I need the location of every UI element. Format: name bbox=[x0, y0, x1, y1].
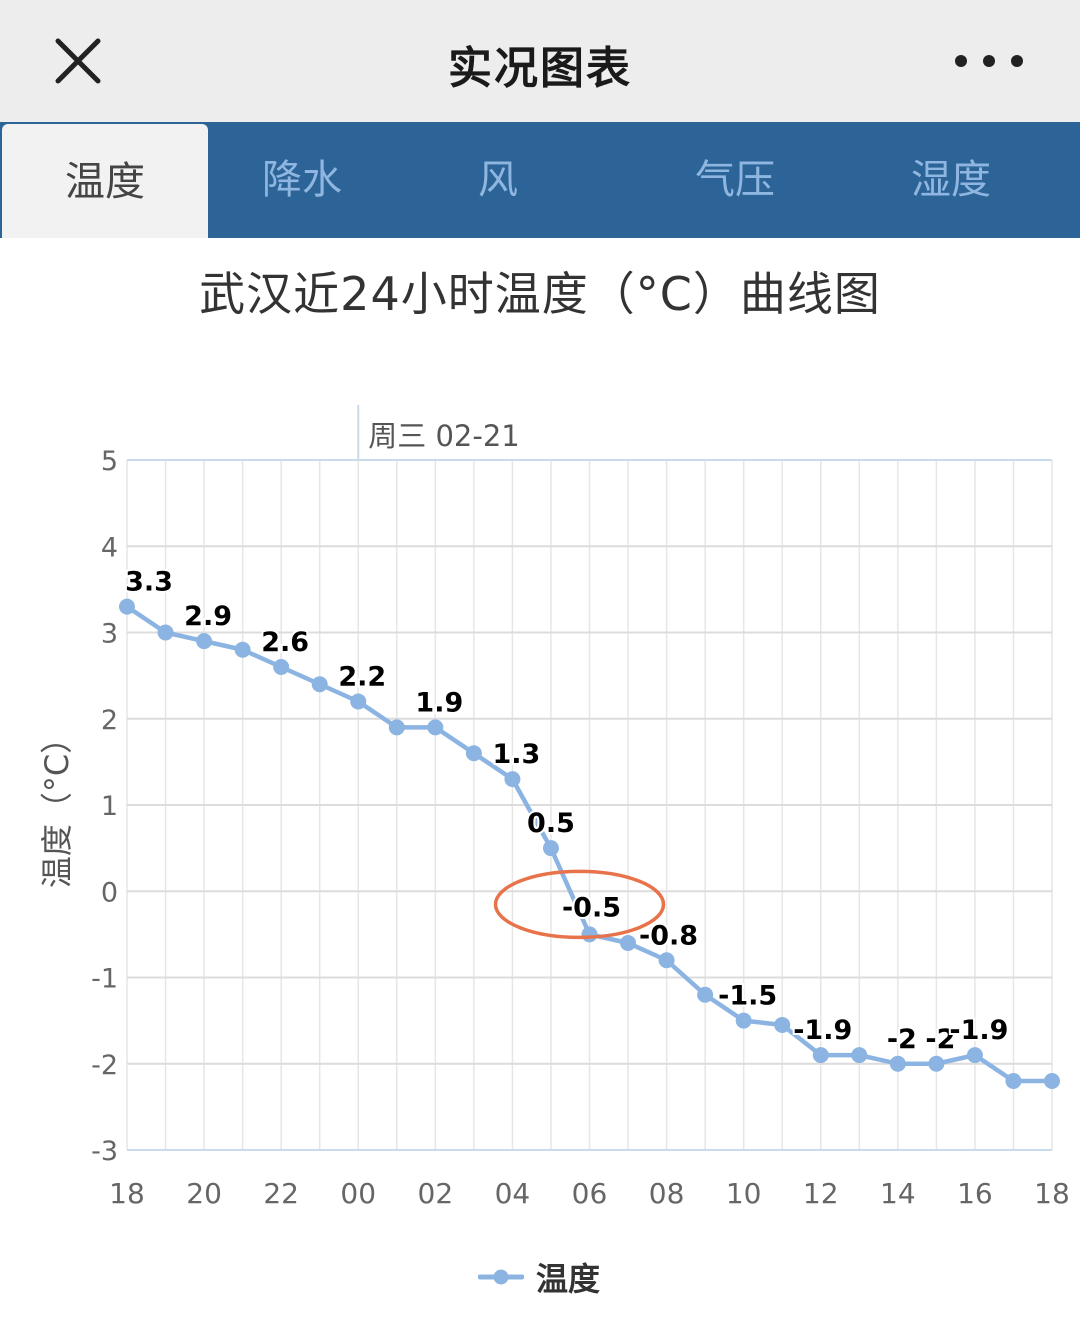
tab-temperature[interactable]: 温度 bbox=[2, 124, 208, 238]
legend-item-temperature[interactable]: 温度 bbox=[478, 1255, 600, 1299]
data-point bbox=[697, 986, 714, 1003]
x-tick-label: 18 bbox=[1034, 1177, 1070, 1210]
legend-line-marker bbox=[478, 1269, 524, 1285]
data-point bbox=[542, 840, 559, 857]
data-point bbox=[735, 1012, 752, 1029]
data-point bbox=[273, 659, 290, 675]
data-label: 3.3 bbox=[125, 567, 173, 598]
x-tick-label: 00 bbox=[340, 1177, 376, 1210]
data-label: 1.3 bbox=[492, 739, 540, 770]
chart-title: 武汉近24小时温度（°C）曲线图 bbox=[199, 267, 881, 321]
data-label: 2.9 bbox=[184, 601, 232, 632]
data-label: 2.6 bbox=[261, 627, 309, 658]
data-label: 0.5 bbox=[527, 808, 575, 839]
tab-bar: 温度 降水 风 气压 湿度 bbox=[0, 122, 1080, 238]
data-label: -1.5 bbox=[718, 981, 777, 1012]
y-tick-label: -2 bbox=[91, 1050, 118, 1081]
data-point bbox=[388, 719, 405, 736]
x-tick-label: 18 bbox=[109, 1177, 145, 1210]
data-label: 1.9 bbox=[415, 687, 463, 718]
x-tick-label: 06 bbox=[572, 1177, 608, 1210]
top-bar: 实况图表 bbox=[0, 0, 1080, 122]
data-point bbox=[851, 1047, 868, 1064]
data-label: -1.9 bbox=[949, 1015, 1008, 1046]
data-point bbox=[1005, 1073, 1022, 1089]
x-tick-label: 04 bbox=[495, 1177, 531, 1210]
data-point bbox=[889, 1055, 906, 1072]
page-title: 实况图表 bbox=[448, 43, 632, 94]
data-point bbox=[504, 771, 521, 788]
data-point bbox=[658, 952, 675, 969]
data-point bbox=[427, 719, 444, 736]
x-tick-label: 10 bbox=[726, 1177, 762, 1210]
x-tick-label: 02 bbox=[418, 1177, 454, 1210]
y-axis-label: 温度（°C） bbox=[38, 722, 76, 888]
y-tick-label: 0 bbox=[101, 877, 118, 908]
y-tick-label: 1 bbox=[101, 791, 118, 822]
data-label: -1.9 bbox=[793, 1015, 852, 1046]
x-tick-label: 12 bbox=[803, 1177, 839, 1210]
y-tick-label: 5 bbox=[101, 446, 118, 477]
data-point bbox=[157, 624, 174, 641]
data-point bbox=[928, 1055, 945, 1072]
data-point bbox=[812, 1047, 829, 1064]
y-tick-label: 4 bbox=[101, 532, 118, 563]
x-tick-label: 22 bbox=[263, 1177, 299, 1210]
tab-precipitation[interactable]: 降水 bbox=[262, 157, 342, 203]
y-tick-label: -3 bbox=[91, 1136, 118, 1167]
data-point bbox=[581, 926, 598, 943]
data-point bbox=[774, 1016, 791, 1033]
data-point bbox=[311, 676, 328, 693]
y-tick-label: 2 bbox=[101, 705, 118, 736]
tab-wind[interactable]: 风 bbox=[478, 157, 518, 203]
data-label: -2 bbox=[887, 1024, 917, 1055]
data-label: -0.5 bbox=[562, 892, 621, 923]
data-point bbox=[234, 641, 251, 658]
tab-humidity[interactable]: 湿度 bbox=[911, 157, 991, 203]
close-icon[interactable] bbox=[50, 33, 106, 89]
data-point bbox=[119, 598, 135, 615]
data-point bbox=[465, 745, 482, 762]
tab-pressure[interactable]: 气压 bbox=[695, 157, 775, 203]
x-tick-label: 08 bbox=[649, 1177, 685, 1210]
legend-label: 温度 bbox=[536, 1260, 601, 1298]
x-tick-label: 20 bbox=[186, 1177, 222, 1210]
y-tick-label: -1 bbox=[91, 964, 118, 995]
data-label: -0.8 bbox=[639, 920, 698, 951]
x-tick-label: 14 bbox=[880, 1177, 916, 1210]
data-point bbox=[196, 633, 213, 650]
highlight-ellipse bbox=[493, 869, 666, 940]
x-tick-label: 16 bbox=[957, 1177, 993, 1210]
data-label: -2 bbox=[925, 1024, 955, 1055]
day-marker-label: 周三 02-21 bbox=[368, 419, 520, 453]
y-tick-label: 3 bbox=[101, 619, 118, 650]
more-horizontal-icon[interactable] bbox=[948, 48, 1030, 74]
data-point bbox=[1044, 1073, 1060, 1089]
data-label: 2.2 bbox=[338, 662, 386, 693]
data-point bbox=[350, 693, 367, 710]
data-point bbox=[966, 1047, 983, 1064]
data-point bbox=[620, 935, 637, 951]
